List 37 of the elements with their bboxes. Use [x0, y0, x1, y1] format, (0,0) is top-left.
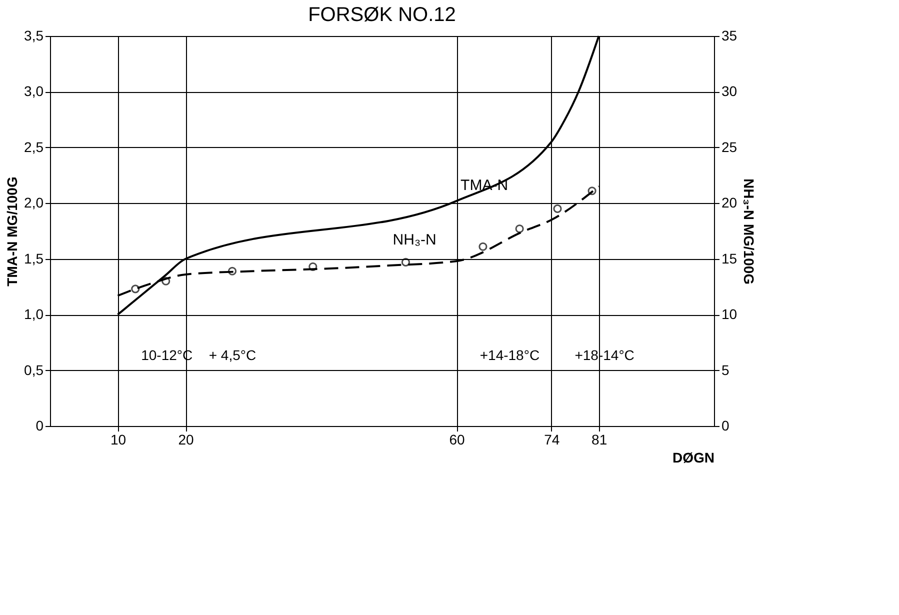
y-tick-label: 2,0	[24, 194, 44, 211]
point	[308, 262, 318, 271]
y2-tick-label: 15	[722, 250, 738, 266]
y2-axis-title: NH₃-N MG/100G	[741, 178, 758, 285]
x-tick-label: 10	[110, 432, 126, 448]
point	[162, 276, 170, 286]
x-tick-label: 81	[592, 432, 608, 448]
y-tick-label: 3,5	[24, 28, 44, 44]
y-tick-label: 0	[36, 418, 44, 434]
y-tick-label: 1,5	[24, 250, 44, 266]
series-label: NH₃-N	[392, 232, 436, 249]
point	[553, 204, 562, 213]
y-axis-title: TMA-N MG/100G	[4, 176, 20, 286]
y-tick-label: 3,0	[24, 83, 44, 100]
x-axis-title: DØGN	[672, 450, 714, 466]
x-tick-label: 74	[544, 432, 560, 448]
y-tick-label: 2,5	[24, 138, 44, 155]
point	[401, 258, 410, 266]
y2-tick-label: 20	[722, 194, 738, 211]
y-tick-label: 0,5	[24, 362, 44, 378]
point	[131, 284, 140, 294]
y2-tick-label: 10	[722, 306, 738, 322]
y-tick-label: 1,0	[24, 306, 44, 322]
x-tick-label: 20	[178, 432, 194, 448]
point	[228, 266, 237, 276]
y2-tick-label: 35	[722, 28, 738, 44]
y2-tick-label: 30	[722, 83, 738, 100]
chart-title: FORSØK NO.12	[308, 4, 456, 26]
annotation: +14-18°C	[480, 347, 540, 363]
point	[478, 242, 488, 251]
y2-tick-label: 25	[722, 138, 738, 155]
annotation: + 4,5°C	[208, 347, 256, 363]
point	[515, 224, 524, 234]
x-tick-label: 60	[449, 432, 466, 448]
y2-tick-label: 5	[722, 362, 730, 378]
point	[588, 186, 596, 196]
y2-tick-label: 0	[722, 418, 730, 434]
